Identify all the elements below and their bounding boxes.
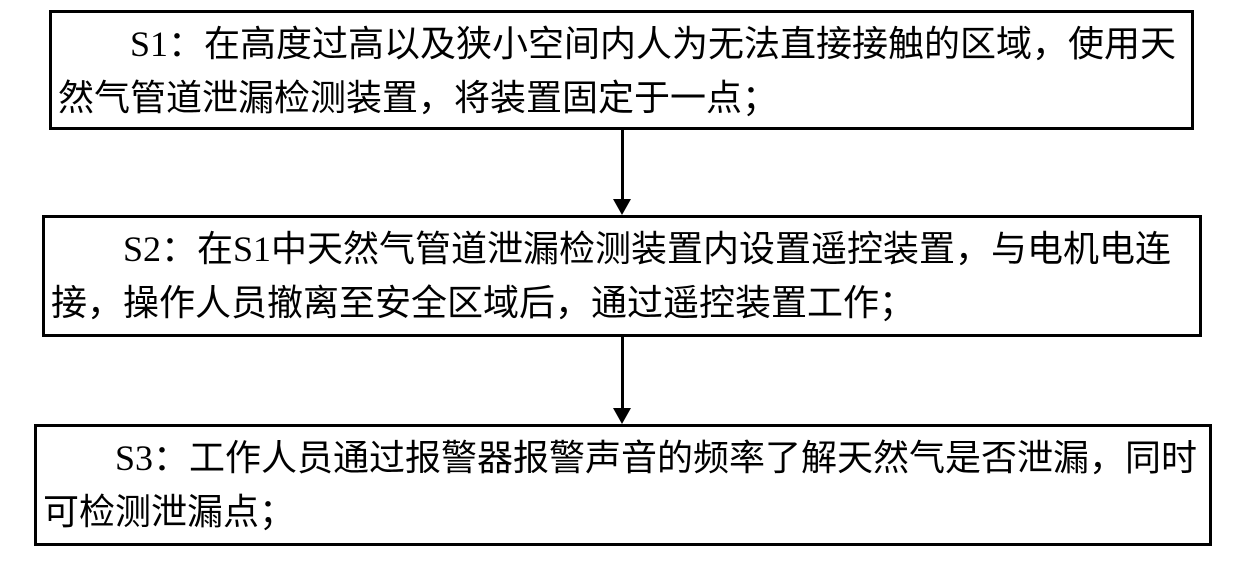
- step-box-s2: S2：在S1中天然气管道泄漏检测装置内设置遥控装置，与电机电连接，操作人员撤离至…: [42, 215, 1202, 337]
- step-box-s3: S3：工作人员通过报警器报警声音的频率了解天然气是否泄漏，同时可检测泄漏点；: [34, 424, 1212, 546]
- arrow-head-s2-s3: [613, 408, 631, 424]
- step-text-s1: S1：在高度过高以及狭小空间内人为无法直接接触的区域，使用天然气管道泄漏检测装置…: [58, 17, 1183, 125]
- arrow-line-s2-s3: [621, 337, 624, 408]
- step-box-s1: S1：在高度过高以及狭小空间内人为无法直接接触的区域，使用天然气管道泄漏检测装置…: [49, 10, 1194, 130]
- flowchart-canvas: S1：在高度过高以及狭小空间内人为无法直接接触的区域，使用天然气管道泄漏检测装置…: [0, 0, 1240, 565]
- step-text-s3: S3：工作人员通过报警器报警声音的频率了解天然气是否泄漏，同时可检测泄漏点；: [43, 431, 1201, 539]
- arrow-line-s1-s2: [621, 130, 624, 199]
- step-text-s2: S2：在S1中天然气管道泄漏检测装置内设置遥控装置，与电机电连接，操作人员撤离至…: [51, 222, 1191, 330]
- arrow-head-s1-s2: [613, 199, 631, 215]
